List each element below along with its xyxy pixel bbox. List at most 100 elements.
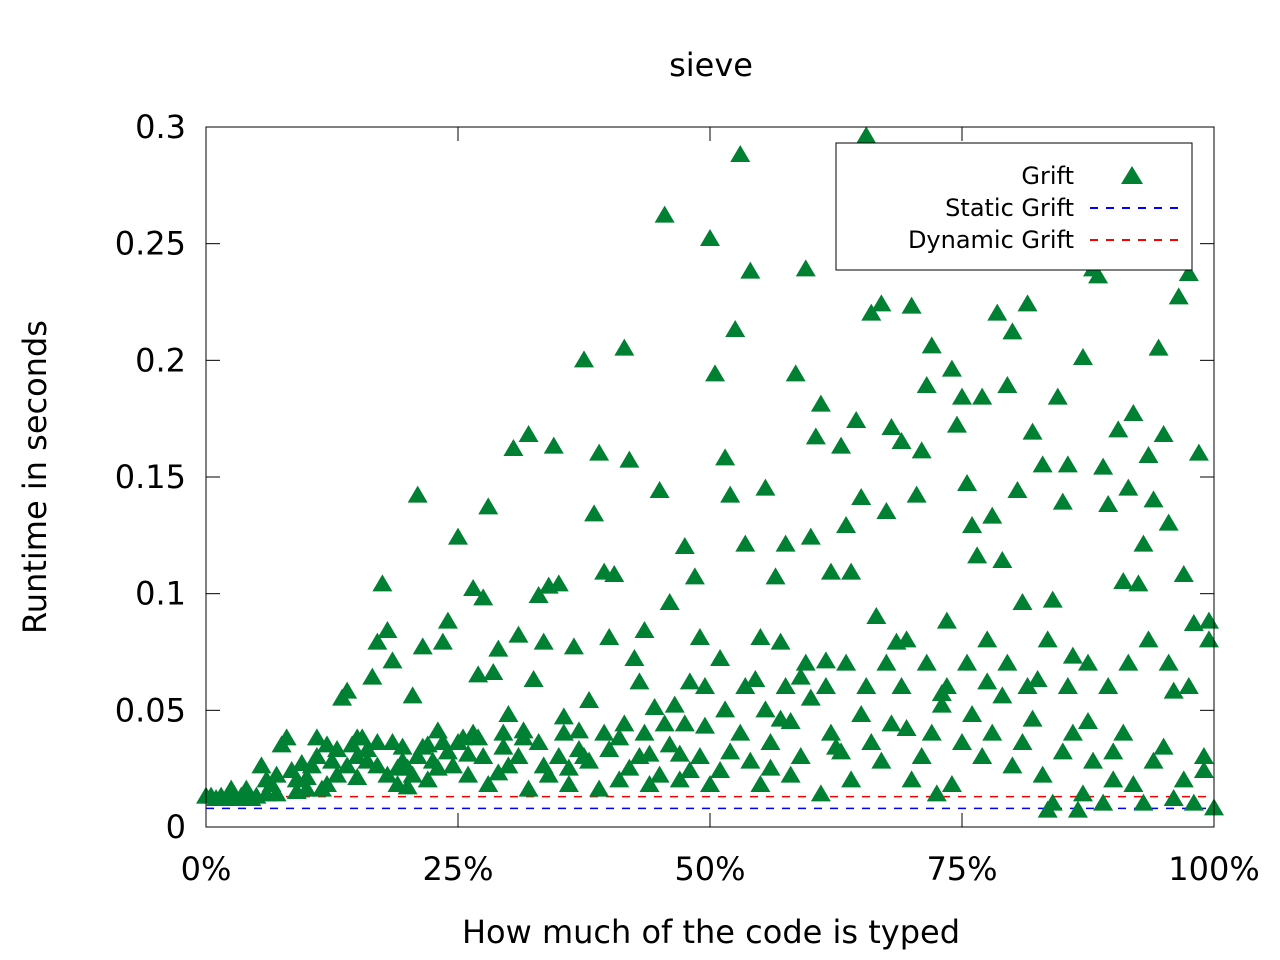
grift-point: [619, 450, 640, 468]
grift-point: [1158, 653, 1179, 671]
grift-point: [1163, 789, 1184, 806]
grift-point: [1153, 425, 1174, 442]
grift-point: [327, 765, 348, 783]
grift-point: [997, 653, 1018, 671]
grift-point: [1072, 348, 1093, 365]
grift-point: [836, 516, 857, 533]
grift-point: [820, 562, 841, 580]
grift-point: [427, 721, 448, 739]
grift-point: [654, 205, 675, 223]
grift-point: [614, 338, 635, 356]
grift-point: [347, 768, 368, 785]
grift-point: [952, 387, 972, 405]
grift-point: [831, 436, 852, 454]
grift-point: [1052, 742, 1073, 760]
grift-point: [1032, 455, 1053, 473]
y-axis-title: Runtime in seconds: [16, 320, 54, 634]
reference-lines: [206, 795, 1214, 810]
grift-point: [750, 775, 771, 792]
grift-point: [815, 677, 836, 694]
grift-point: [891, 432, 912, 449]
grift-point: [1012, 593, 1033, 610]
grift-point: [654, 714, 675, 732]
grift-point: [609, 728, 630, 746]
grift-point: [1093, 457, 1114, 475]
x-tick-label: 100%: [1168, 850, 1259, 888]
grift-point: [1022, 709, 1043, 727]
grift-point: [780, 765, 801, 783]
grift-point: [705, 364, 726, 382]
grift-point: [568, 721, 589, 739]
grift-point: [1153, 737, 1174, 755]
grift-point: [563, 637, 584, 655]
grift-point: [800, 527, 821, 545]
grift-point: [689, 628, 710, 645]
grift-point: [1083, 751, 1104, 769]
grift-point: [841, 770, 862, 788]
grift-point: [725, 320, 746, 337]
grift-point: [946, 415, 967, 433]
grift-point: [649, 765, 670, 783]
grift-point: [876, 653, 897, 671]
grift-point: [1183, 614, 1204, 631]
grift-point: [1057, 455, 1078, 473]
grift-point: [891, 677, 912, 694]
grift-point: [518, 779, 539, 797]
grift-point: [558, 775, 579, 792]
grift-point: [992, 686, 1013, 704]
grift-point: [710, 761, 731, 778]
grift-point: [407, 485, 428, 503]
grift-point: [458, 744, 479, 762]
grift-point: [1103, 770, 1124, 788]
grift-point: [700, 229, 720, 246]
grift-point: [498, 756, 519, 774]
grift-point: [377, 765, 398, 783]
grift-point: [508, 747, 529, 764]
grift-point: [266, 765, 287, 783]
grift-point: [604, 565, 625, 582]
grift-point: [367, 756, 388, 774]
grift-point: [322, 751, 342, 769]
grift-point: [745, 670, 766, 687]
grift-point: [528, 586, 549, 603]
grift-point: [972, 747, 993, 764]
grift-point: [316, 735, 337, 753]
grift-point: [1002, 322, 1023, 340]
grift-point: [1002, 756, 1023, 774]
grift-point: [251, 756, 272, 774]
grift-point: [916, 653, 937, 671]
grift-point: [1098, 677, 1119, 694]
grift-point: [463, 723, 484, 741]
grift-point: [1042, 793, 1063, 811]
grift-point: [982, 506, 1003, 524]
grift-point: [533, 632, 554, 650]
grift-point: [755, 478, 776, 496]
grift-point: [735, 677, 756, 694]
grift-point: [372, 574, 393, 592]
grift-point: [1183, 793, 1204, 811]
grift-point: [599, 740, 620, 757]
grift-point: [1143, 751, 1164, 769]
grift-point: [992, 551, 1013, 568]
grift-point: [493, 737, 514, 755]
grift-point: [483, 663, 504, 680]
grift-point: [936, 611, 957, 629]
grift-point: [266, 784, 287, 802]
grift-point: [337, 756, 358, 774]
grift-point: [1198, 611, 1219, 629]
grift-point: [543, 436, 564, 454]
grift-point: [941, 359, 962, 377]
grift-point: [412, 737, 433, 755]
grift-point: [276, 728, 297, 746]
grift-point: [926, 784, 947, 802]
grift-point: [634, 621, 655, 638]
grift-point: [815, 651, 836, 669]
grift-point: [911, 441, 932, 459]
grift-point: [760, 733, 781, 750]
grift-point: [674, 714, 695, 732]
grift-point: [1047, 387, 1068, 405]
x-axis-title: How much of the code is typed: [462, 913, 960, 951]
grift-point: [528, 733, 549, 750]
grift-point: [488, 639, 509, 657]
grift-point: [382, 733, 403, 750]
